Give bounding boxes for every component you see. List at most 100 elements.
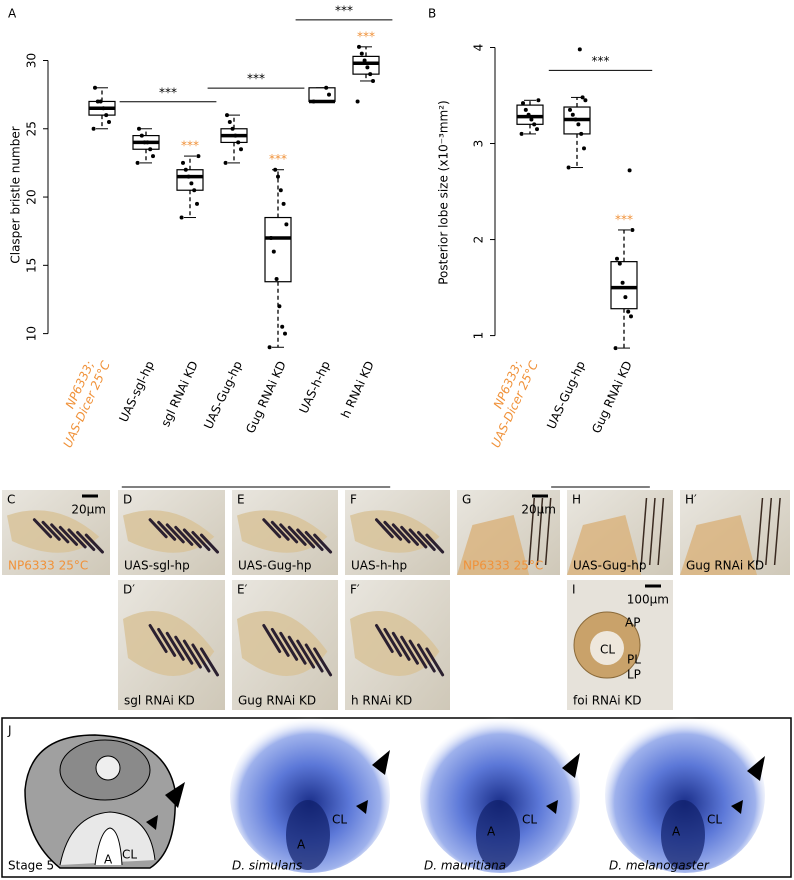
panel-letter: A [8,7,17,21]
panel-letter: H [572,493,581,507]
data-point [225,113,229,118]
box [610,261,638,310]
bristle [383,627,403,657]
bristle [375,518,394,539]
bristle [32,518,53,539]
panel-caption: NP6333 25°C [8,559,88,573]
data-point [630,227,635,232]
data-point [277,304,282,309]
bristle [391,523,411,544]
bristle [287,525,307,546]
significance: *** [181,139,199,153]
data-point [269,236,273,241]
data-point [620,280,625,285]
panel-letter: E′ [237,583,248,597]
stain-core [286,800,330,870]
panel-letter: B [428,7,436,21]
bristle [84,533,104,554]
x-tick-label: UAS-sgl-hp [116,359,156,424]
bristle [296,639,316,669]
bristle [157,627,177,657]
panel-letter: H′ [685,493,697,507]
bristle [199,647,220,677]
data-point [532,122,537,127]
data-point [183,167,188,172]
specimen [680,515,757,575]
species-label: D. melanogaster [609,859,710,873]
bristle [383,520,403,541]
part-label: AP [625,616,640,630]
panel-caption: sgl RNAi KD [124,694,195,708]
data-point [529,117,534,122]
significance: *** [357,29,375,43]
y-tick-label: 30 [25,53,39,68]
data-point [568,107,572,112]
arrowhead [146,815,158,830]
bristle [765,497,773,566]
region-label: A [672,825,681,839]
data-point [186,174,191,179]
y-axis-label: Posterior lobe size (x10⁻³mm²) [437,100,451,285]
bristle [544,497,552,566]
data-point [91,126,96,131]
panel-frame [1,717,792,878]
arrowhead [562,753,580,778]
significance: *** [269,152,287,166]
data-point [576,122,581,127]
data-point [626,309,631,314]
x-tick-label: sgl RNAi KD [158,359,201,429]
y-tick-label: 1 [472,332,486,340]
data-point [148,147,153,152]
data-point [142,140,147,145]
data-point [371,78,375,83]
bristle [773,497,781,566]
data-point [192,188,197,193]
box [308,87,336,103]
bristle [528,497,535,566]
region-label: A [297,838,306,852]
data-point [93,85,97,90]
data-point [536,98,541,103]
arrowhead [356,800,368,814]
bristle [648,497,656,566]
bristle [262,518,282,539]
data-point [570,112,575,117]
data-point [271,249,276,254]
bristle [408,528,428,549]
bristle [304,531,324,551]
panel-letter: E [237,493,245,507]
arrowhead [546,800,558,814]
stage-label: Stage 5 [8,859,54,873]
arrowhead [747,756,765,781]
data-point [98,99,103,104]
bristle [375,624,394,653]
data-point [623,295,628,300]
bristle [157,520,177,541]
x-tick-label: Gug RNAi KD [589,359,635,436]
bristle [50,523,70,544]
panel-caption: foi RNAi KD [573,694,642,708]
bristle [304,643,324,673]
specimen-inner [590,631,624,665]
y-tick-label: 3 [472,140,486,148]
panel-letter: G [462,493,471,507]
bristle [756,497,764,566]
data-point [368,72,373,77]
bristle [408,639,428,669]
y-tick-label: 25 [25,121,39,136]
data-point [579,131,584,136]
data-point [239,147,243,152]
data-point [139,133,144,138]
panel-caption: UAS-h-hp [351,559,407,573]
bristle [174,635,194,665]
species-label: D. simulans [232,859,302,873]
data-point [573,117,578,122]
panel-caption: UAS-sgl-hp [124,559,190,573]
schematic-hole [95,755,121,781]
box [264,216,292,283]
region-label: CL [707,813,722,827]
x-tick-label: UAS-h-hp [296,359,332,416]
bristle [313,533,333,554]
bristle [165,631,185,661]
